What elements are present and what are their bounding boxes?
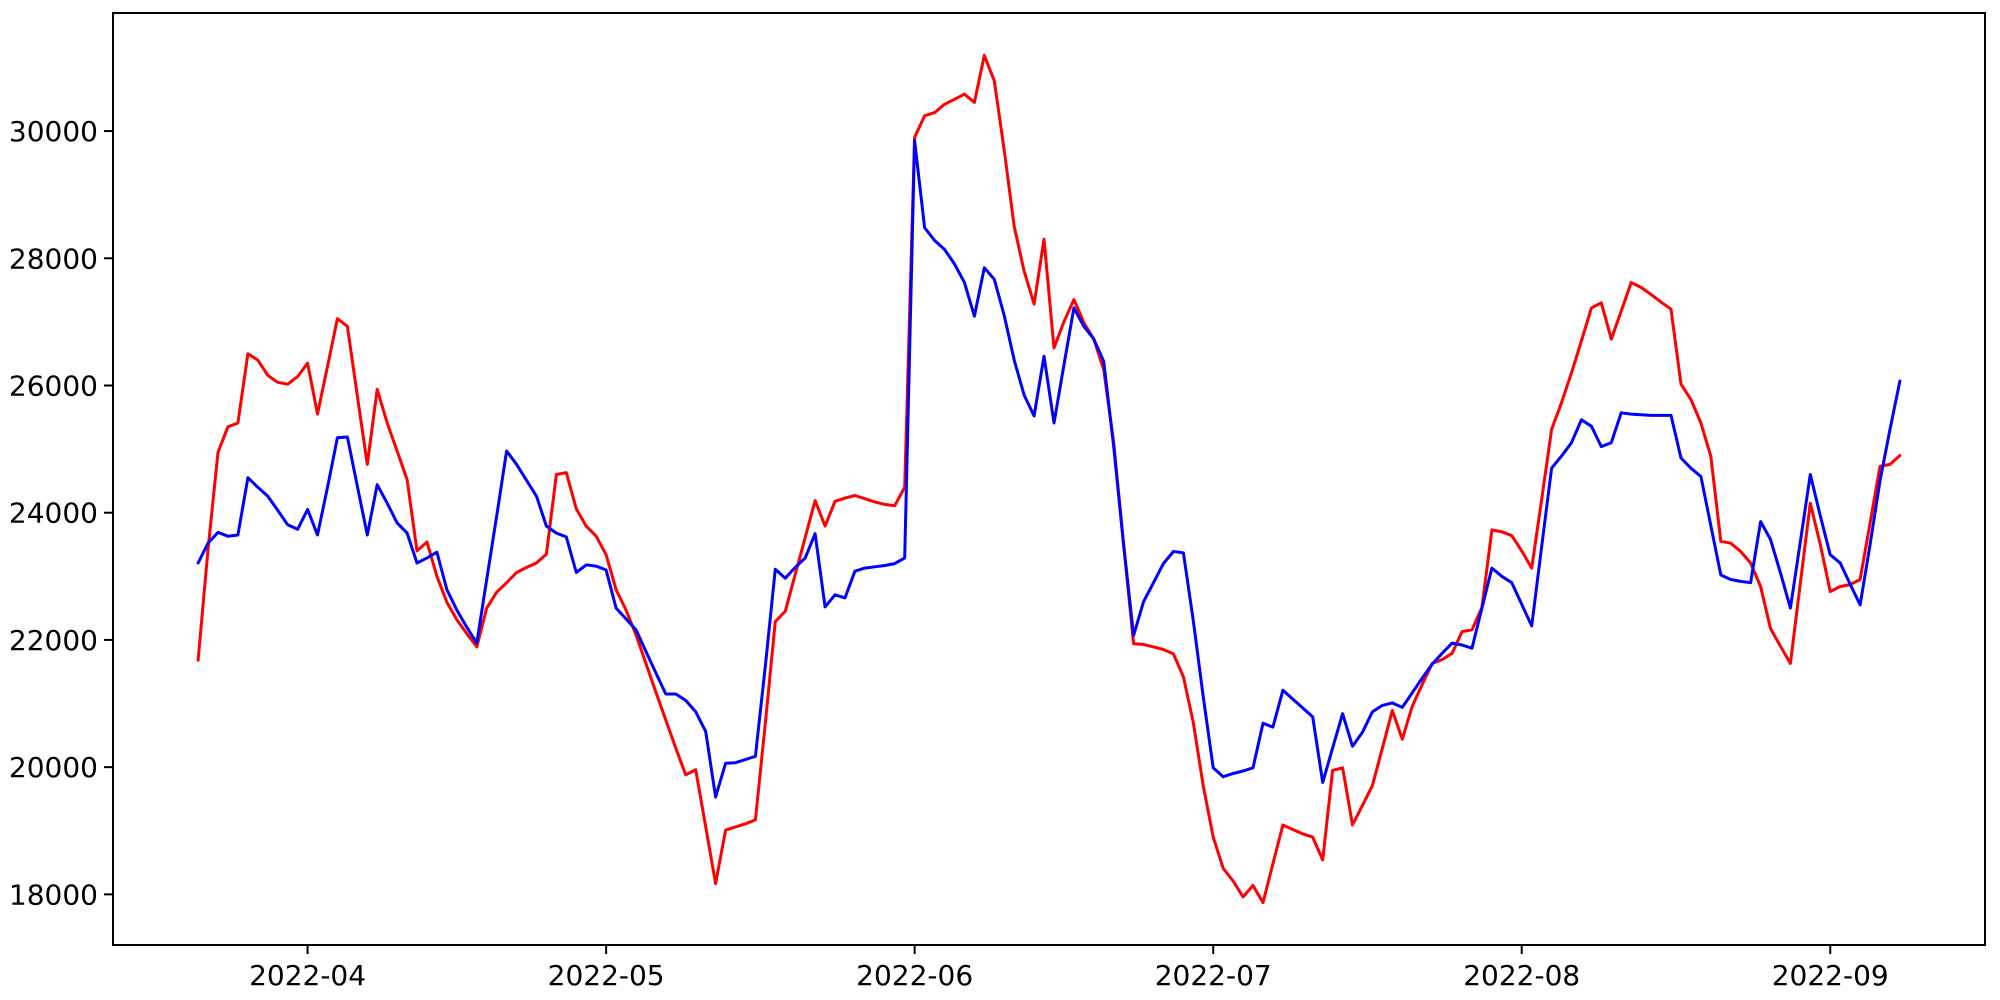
y-tick-label: 26000 [9, 369, 98, 402]
plot-frame [112, 12, 1986, 946]
x-tick-label: 2022-09 [1772, 959, 1889, 992]
x-axis: 2022-04 2022-05 2022-06 2022-07 2022-08 2022-… [249, 945, 1889, 992]
x-tick-label: 2022-05 [548, 959, 665, 992]
y-tick-label: 28000 [9, 242, 98, 275]
x-tick-label: 2022-08 [1463, 959, 1580, 992]
x-tick-label: 2022-06 [856, 959, 973, 992]
y-tick-label: 30000 [9, 115, 98, 148]
y-tick-label: 24000 [9, 497, 98, 530]
x-tick-label: 2022-07 [1155, 959, 1272, 992]
red-series-line [196, 53, 1902, 905]
x-tick-label: 2022-04 [249, 959, 366, 992]
y-axis: 18000 20000 22000 24000 26000 28000 30000 [9, 115, 113, 911]
y-tick-label: 20000 [9, 751, 98, 784]
y-tick-label: 22000 [9, 624, 98, 657]
plot-area [112, 12, 1986, 946]
blue-series-line [196, 139, 1902, 799]
y-tick-label: 18000 [9, 878, 98, 911]
